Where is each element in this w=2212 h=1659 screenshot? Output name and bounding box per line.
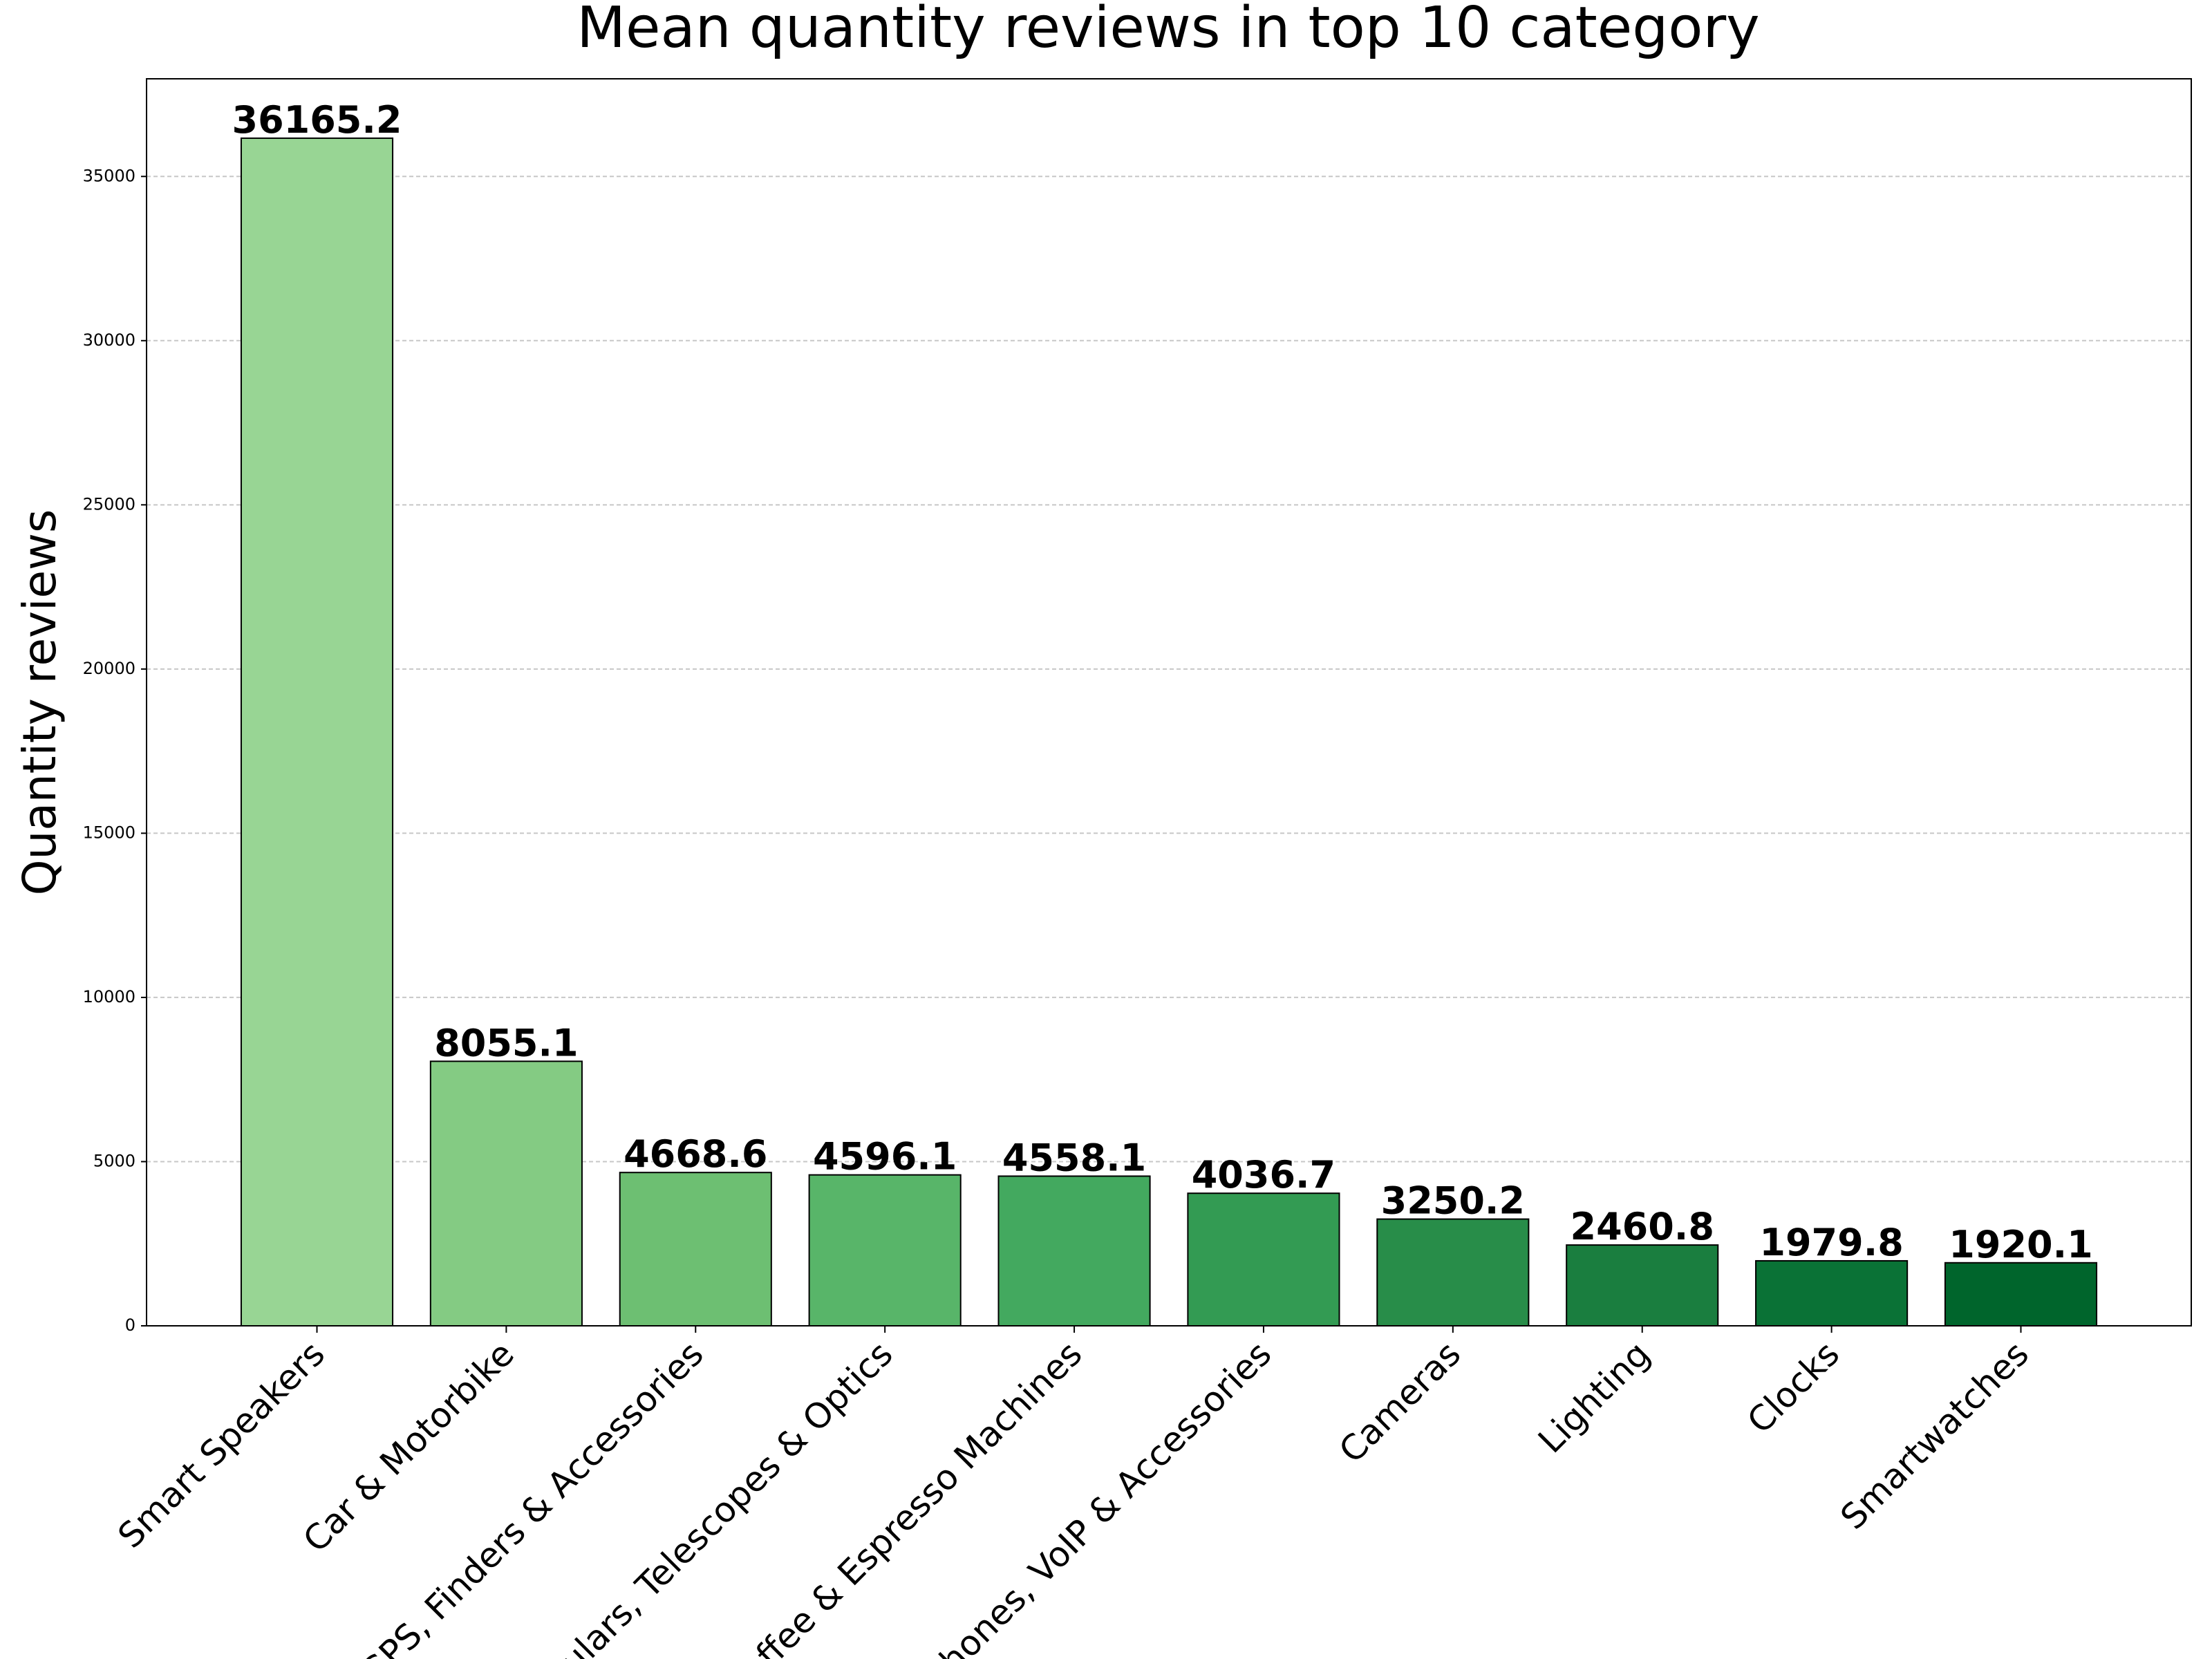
- bar: [1566, 1244, 1719, 1327]
- bar: [1944, 1262, 2098, 1327]
- value-label: 4558.1: [1002, 1136, 1146, 1179]
- x-tick-label: Coffee & Espresso Machines: [716, 1333, 1089, 1659]
- plot-frame: [146, 78, 2192, 1327]
- y-tick-label: 20000: [83, 659, 135, 678]
- value-label: 4668.6: [624, 1132, 767, 1176]
- value-label: 36165.2: [232, 98, 402, 142]
- y-axis-label: Quantity reviews: [13, 509, 66, 896]
- bar: [429, 1060, 583, 1327]
- value-label: 4596.1: [813, 1135, 957, 1179]
- y-tick-label: 0: [125, 1315, 135, 1335]
- value-label: 4036.7: [1192, 1153, 1335, 1197]
- chart-title: Mean quantity reviews in top 10 category: [577, 0, 1759, 61]
- bar: [619, 1172, 772, 1327]
- value-label: 3250.2: [1381, 1179, 1525, 1223]
- bar: [1187, 1192, 1340, 1327]
- y-tick-label: 35000: [83, 166, 135, 185]
- value-label: 1920.1: [1949, 1223, 2092, 1266]
- x-tick-label: Clocks: [1740, 1333, 1847, 1441]
- y-tick-label: 30000: [83, 330, 135, 350]
- bar: [240, 137, 394, 1327]
- bar: [1755, 1259, 1909, 1327]
- x-tick-label: Smartwatches: [1833, 1333, 2036, 1537]
- value-label: 2460.8: [1571, 1205, 1714, 1248]
- value-label: 1979.8: [1759, 1221, 1903, 1264]
- bar: [808, 1174, 962, 1327]
- x-tick-label: Smart Speakers: [111, 1333, 332, 1555]
- y-tick-label: 10000: [83, 987, 135, 1006]
- x-tick-label: Lighting: [1530, 1333, 1658, 1461]
- x-tick-label: GPS, Finders & Accessories: [353, 1333, 711, 1659]
- bar: [997, 1175, 1151, 1327]
- value-label: 8055.1: [434, 1021, 578, 1065]
- y-tick-label: 25000: [83, 494, 135, 514]
- y-tick-label: 15000: [83, 823, 135, 842]
- x-tick-label: Cameras: [1331, 1333, 1468, 1470]
- bar: [1376, 1218, 1530, 1327]
- x-tick-label: Car & Motorbike: [296, 1333, 522, 1559]
- y-tick-label: 5000: [93, 1151, 135, 1170]
